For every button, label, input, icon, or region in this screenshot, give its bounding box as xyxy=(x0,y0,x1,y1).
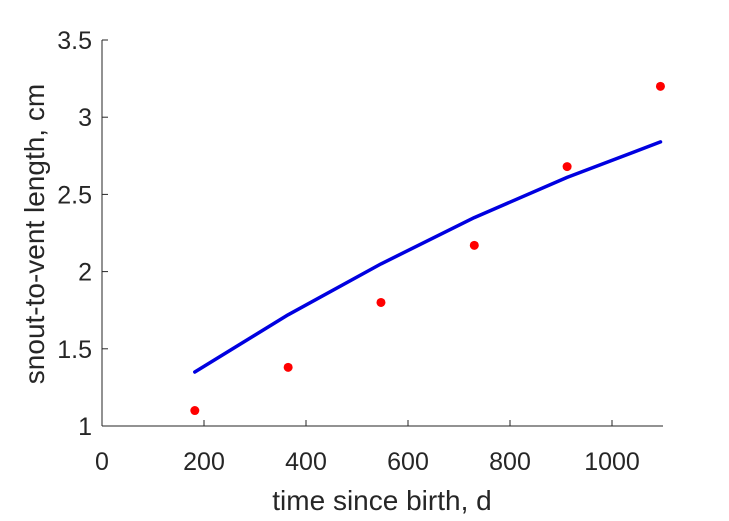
x-tick-label: 200 xyxy=(183,448,225,476)
x-axis-title: time since birth, d xyxy=(272,485,491,516)
x-tick-label: 1000 xyxy=(584,448,640,476)
fit-curve xyxy=(193,140,663,374)
y-tick-label: 1.5 xyxy=(57,336,92,364)
y-tick-label: 3.5 xyxy=(57,27,92,55)
data-point xyxy=(655,81,665,91)
data-point xyxy=(190,406,200,416)
data-point xyxy=(283,362,293,372)
axes xyxy=(101,39,663,427)
plot-area xyxy=(190,81,665,416)
x-tick-label: 400 xyxy=(285,448,327,476)
data-point xyxy=(562,162,572,172)
x-tick-label: 800 xyxy=(489,448,531,476)
y-tick-label: 2 xyxy=(78,259,92,287)
y-tick-label: 1 xyxy=(78,413,92,441)
data-point xyxy=(376,297,386,307)
x-tick-label: 600 xyxy=(387,448,429,476)
y-tick-label: 3 xyxy=(78,104,92,132)
tick-labels: 0 200 400 600 800 1000 1 1.5 2 2.5 3 3.5 xyxy=(57,27,640,476)
y-tick-label: 2.5 xyxy=(57,181,92,209)
y-axis-title: snout-to-vent length, cm xyxy=(19,84,50,384)
data-point xyxy=(469,240,479,250)
x-tick-label: 0 xyxy=(95,448,109,476)
